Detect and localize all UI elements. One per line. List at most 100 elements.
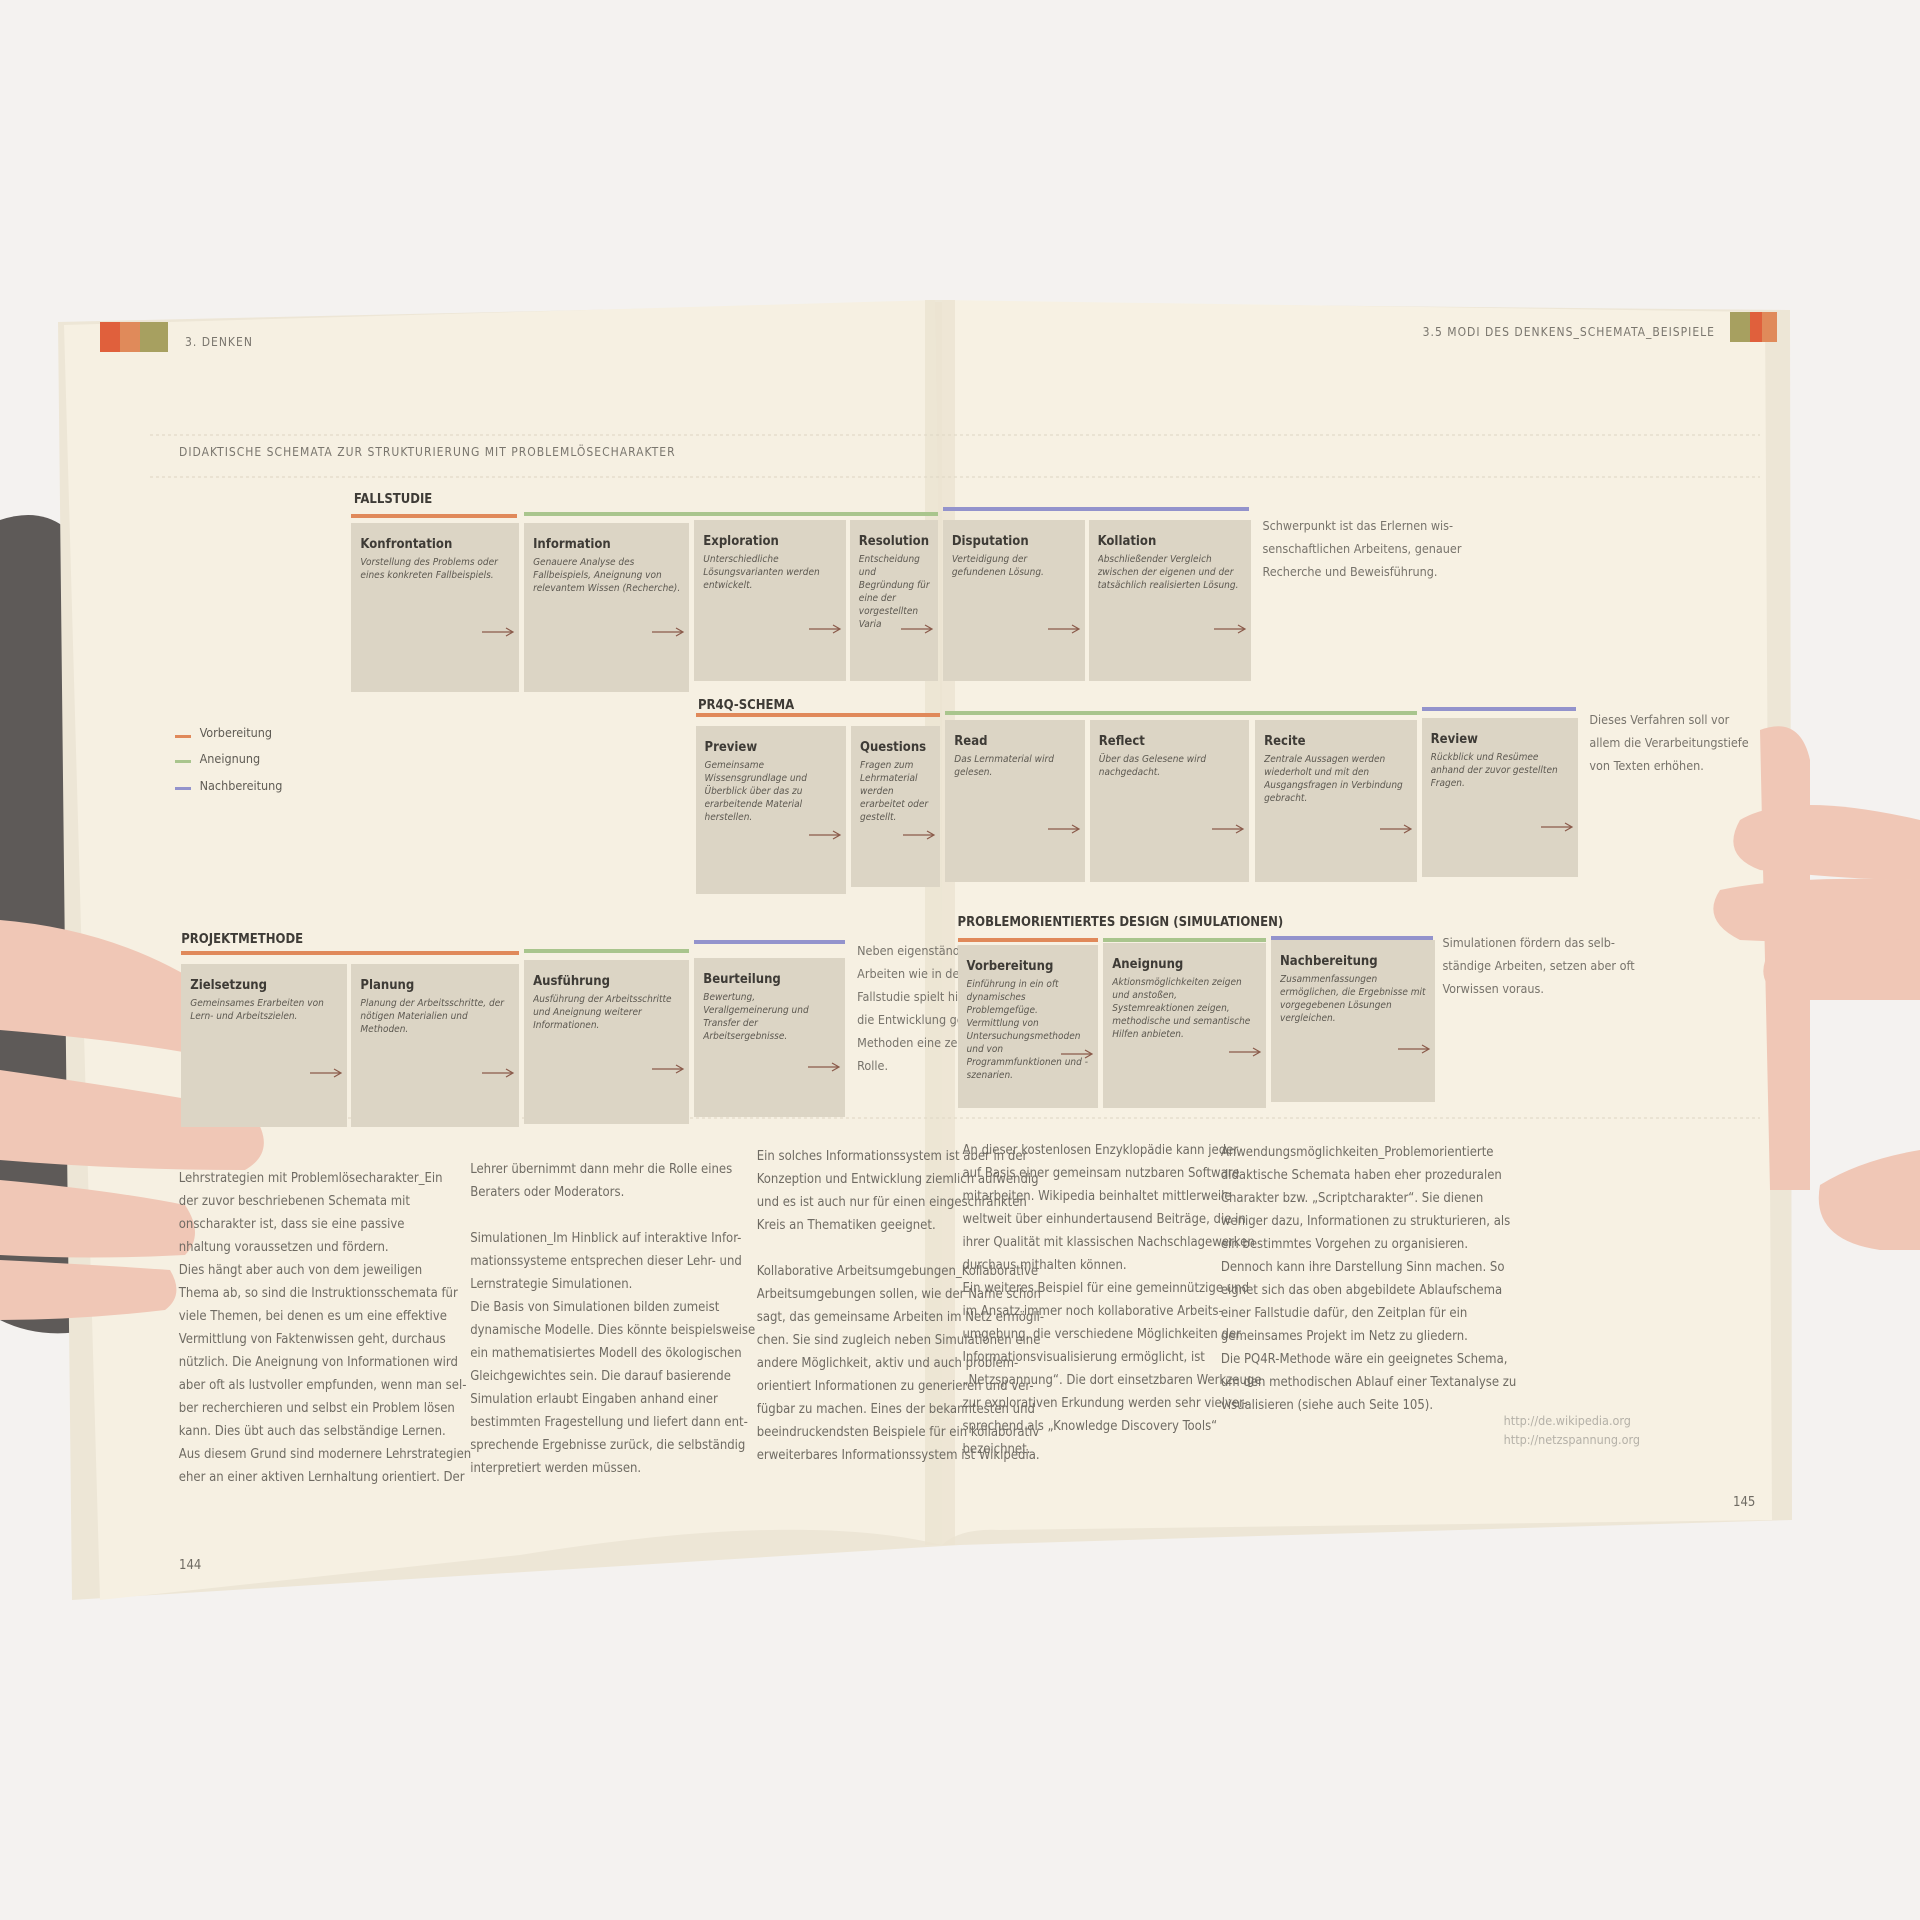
schema-note: Arbeiten wie in der — [857, 966, 964, 982]
step-text: Unterschiedliche Lösungsvarianten werden… — [703, 554, 820, 592]
body-line: viele Themen, bei denen es um eine effek… — [178, 1308, 447, 1324]
step-title: Recite — [1264, 734, 1306, 749]
step-title: Exploration — [703, 534, 779, 550]
page-number: 144 — [179, 1558, 202, 1573]
body-line: Ein solches Informationssystem ist aber … — [756, 1148, 1028, 1164]
body-line: Simulationen_Im Hinblick auf interaktive… — [470, 1231, 742, 1247]
arrow — [900, 624, 934, 634]
tab — [1730, 312, 1750, 342]
step-box: Preview Gemeinsame Wissensgrundlage und Ü… — [695, 726, 847, 894]
step-text: Planung der Arbeitsschritte, der nötigen… — [360, 997, 504, 1035]
tab — [100, 322, 120, 352]
step-title: Resolution — [858, 534, 930, 550]
step-title: Reflect — [1098, 734, 1145, 749]
legend-label: Nachbereitung — [199, 777, 283, 793]
phase-bar — [524, 511, 938, 516]
step-box: Information Genauere Analyse des Fallbeis… — [524, 522, 690, 692]
arrow — [1211, 824, 1245, 834]
body-line: ber recherchieren und selbst ein Problem… — [178, 1400, 455, 1416]
link: http://de.wikipedia.org — [1503, 1412, 1631, 1428]
arrow — [1379, 824, 1412, 834]
step-box: Review Rückblick und Resümee anhand der z… — [1421, 717, 1579, 877]
step-box: Exploration Unterschiedliche Lösungsvaria… — [694, 520, 847, 681]
phase-bar — [351, 514, 517, 519]
arrow — [809, 830, 842, 840]
phase-bar — [1421, 706, 1576, 711]
step-box: Ausführung Ausführung der Arbeitsschritte… — [524, 960, 690, 1125]
body-line: Simulation erlaubt Eingaben anhand einer — [470, 1392, 718, 1408]
body-line: orientiert Informationen zu generieren u… — [756, 1378, 1034, 1394]
step-title: Konfrontation — [360, 536, 453, 552]
body-line: kann. Dies übt auch das selbständige Ler… — [178, 1423, 446, 1439]
body-line: Vermittlung von Faktenwissen geht, durch… — [178, 1331, 446, 1347]
body-line: Thema ab, so sind die Instruktionsschema… — [178, 1285, 458, 1301]
step-text: Das Lernmaterial wird gelesen. — [954, 754, 1054, 778]
arrow — [1047, 824, 1081, 834]
tab — [140, 322, 168, 352]
step-text: Über das Gelesene wird nachgedacht. — [1098, 754, 1207, 778]
body-line: chen. Sie sind zugleich neben Simulation… — [756, 1332, 1041, 1348]
step-box: Read Das Lernmaterial wird gelesen. — [945, 720, 1085, 882]
body-line: Anwendungsmöglichkeiten_Problemorientier… — [1220, 1145, 1494, 1161]
step-title: Disputation — [951, 534, 1029, 550]
body-line: Informationsvisualisierung ermöglicht, i… — [962, 1349, 1205, 1365]
step-box: Vorbereitung Einführung in ein oft dynami… — [957, 945, 1099, 1109]
body-line: fügbar zu machen. Eines der bekanntesten… — [756, 1401, 1035, 1417]
body-line: sprechend als „Knowledge Discovery Tools… — [962, 1418, 1218, 1434]
body-line: bezeichnet. — [962, 1441, 1031, 1457]
body-line: erweiterbares Informationssystem ist Wik… — [756, 1447, 1040, 1463]
body-line: im Ansatz immer noch kollaborative Arbei… — [962, 1303, 1223, 1319]
body-line: ihrer Qualität mit klassischen Nachschla… — [962, 1234, 1255, 1250]
schema-note: allem die Verarbeitungstiefe — [1589, 734, 1749, 750]
schema-note: Simulationen fördern das selb- — [1442, 934, 1615, 950]
body-line: onscharakter ist, dass sie eine passive — [178, 1216, 405, 1232]
step-box: Resolution Entscheidung und Begründung fü… — [849, 520, 938, 681]
step-title: Questions — [860, 740, 927, 756]
arrow — [809, 624, 842, 634]
step-text: Rückblick und Resümee anhand der zuvor g… — [1430, 751, 1558, 789]
arrow — [1229, 1047, 1262, 1057]
body-line: Dennoch kann ihre Darstellung Sinn mache… — [1220, 1260, 1505, 1276]
body-line: eignet sich das oben abgebildete Ablaufs… — [1220, 1283, 1503, 1299]
schema-title: PROBLEMORIENTIERTES DESIGN (SIMULATIONEN… — [957, 914, 1284, 930]
schema-note: senschaftlichen Arbeitens, genauer — [1262, 541, 1462, 557]
phase-bar — [524, 948, 690, 953]
step-title: Information — [533, 536, 611, 552]
step-title: Read — [954, 734, 988, 749]
body-line: um den methodischen Ablauf einer Textana… — [1220, 1375, 1517, 1391]
arrow — [1047, 624, 1081, 634]
schema-note: Methoden eine zentrale — [857, 1035, 991, 1051]
body-line: Aus diesem Grund sind modernere Lehrstra… — [178, 1446, 472, 1462]
step-box: Planung Planung der Arbeitsschritte, der … — [351, 963, 520, 1127]
body-line: visualisieren (siehe auch Seite 105). — [1220, 1398, 1434, 1414]
page-number: 145 — [1733, 1495, 1756, 1510]
step-text: Gemeinsames Erarbeiten von Lern- und Arb… — [190, 997, 324, 1022]
step-title: Ausführung — [533, 974, 610, 989]
body-line: auf Basis einer gemeinsam nutzbaren Soft… — [962, 1165, 1240, 1181]
body-line: mitarbeiten. Wikipedia beinhaltet mittle… — [962, 1188, 1232, 1204]
body-line: aber oft als lustvoller empfunden, wenn … — [178, 1377, 467, 1393]
body-line: gemeinsames Projekt im Netz zu gliedern. — [1220, 1329, 1468, 1345]
link: http://netzspannung.org — [1503, 1431, 1641, 1447]
body-line: zur explorativen Erkundung werden sehr v… — [962, 1395, 1248, 1411]
body-line: nhaltung voraussetzen und fördern. — [178, 1239, 389, 1255]
schema-note: von Texten erhöhen. — [1589, 757, 1704, 773]
body-line: Kreis an Thematiken geeignet. — [756, 1217, 936, 1233]
step-title: Aneignung — [1112, 956, 1184, 972]
legend-swatch — [175, 734, 191, 738]
legend-label: Aneignung — [199, 750, 261, 766]
body-line: andere Möglichkeit, aktiv und auch probl… — [756, 1355, 1019, 1371]
schema-title: PR4Q-SCHEMA — [697, 697, 795, 713]
step-text: Entscheidung und Begründung für eine der… — [858, 554, 930, 631]
step-text: Abschließender Vergleich zwischen der ei… — [1097, 554, 1239, 592]
arrow — [482, 627, 515, 637]
step-text: Zusammenfassungen ermöglichen, die Ergeb… — [1280, 974, 1426, 1025]
arrow — [1061, 1049, 1094, 1059]
step-text: Zentrale Aussagen werden wiederholt und … — [1264, 754, 1403, 804]
step-text: Ausführung der Arbeitsschritte und Aneig… — [533, 994, 672, 1031]
body-line: einer Fallstudie dafür, den Zeitplan für… — [1220, 1306, 1468, 1322]
arrow — [1398, 1044, 1431, 1054]
body-line: dynamische Modelle. Dies könnte beispiel… — [470, 1323, 756, 1339]
body-line: sagt, das gemeinsame Arbeiten im Netz er… — [756, 1309, 1045, 1325]
